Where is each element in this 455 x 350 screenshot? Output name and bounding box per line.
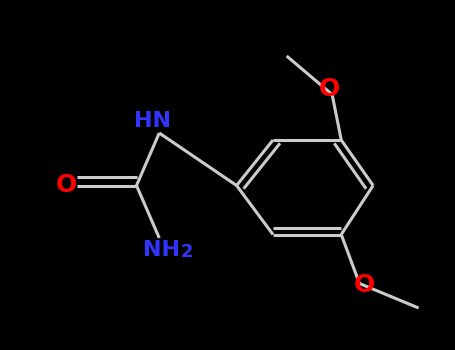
Text: O: O bbox=[56, 174, 76, 197]
Text: O: O bbox=[354, 273, 374, 297]
Text: O: O bbox=[319, 77, 340, 101]
Text: HN: HN bbox=[134, 111, 171, 131]
Text: NH: NH bbox=[143, 240, 180, 260]
Text: 2: 2 bbox=[180, 243, 193, 261]
